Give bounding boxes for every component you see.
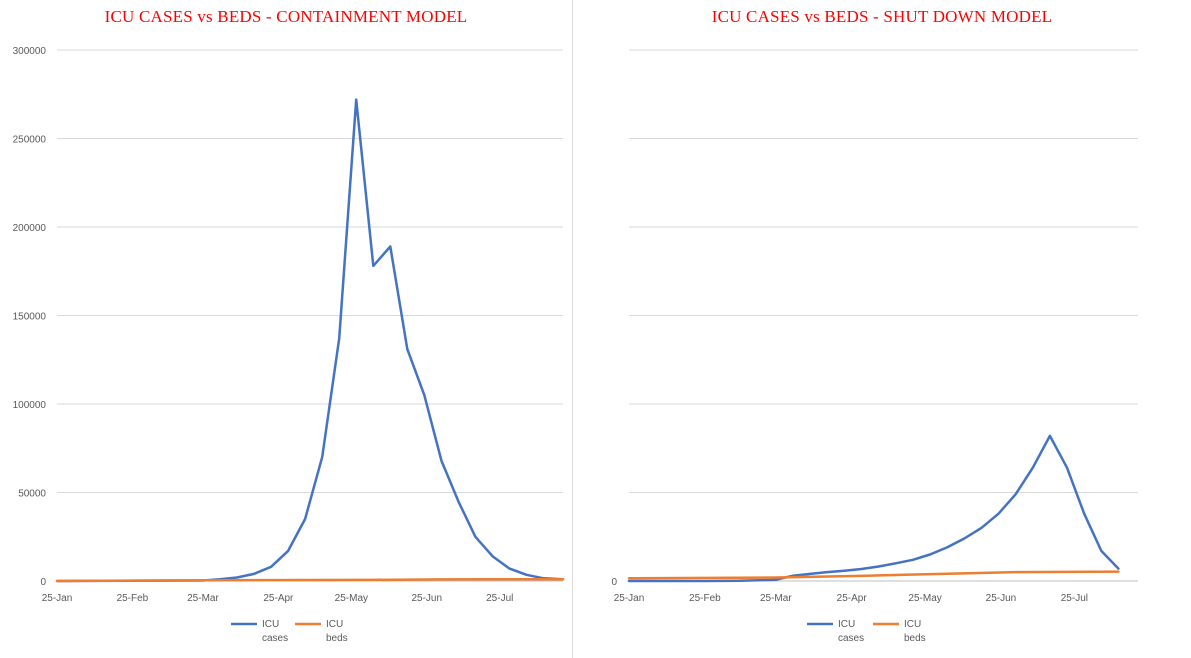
series-line-icu-beds — [55, 577, 565, 583]
legend-label: ICU — [326, 619, 343, 630]
legend-label: cases — [262, 633, 288, 644]
x-tick-label: 25-Mar — [187, 593, 219, 604]
x-tick-label: 25-Jan — [614, 593, 645, 604]
x-tick-label: 25-Apr — [837, 593, 868, 604]
legend-label: cases — [838, 633, 864, 644]
x-tick-label: 25-Mar — [760, 593, 792, 604]
series-line-icu-beds — [627, 570, 1120, 580]
y-tick-label: 100000 — [13, 400, 47, 411]
legend-label: ICU — [262, 619, 279, 630]
y-tick-label: 200000 — [13, 223, 47, 234]
shutdown-chart-panel: ICU CASES vs BEDS - SHUT DOWN MODEL 0 25-… — [573, 0, 1191, 658]
x-tick-label: 25-Jun — [986, 593, 1017, 604]
y-tick-label: 50000 — [18, 489, 46, 500]
x-tick-label: 25-Apr — [263, 593, 294, 604]
containment-chart-panel: ICU CASES vs BEDS - CONTAINMENT MODEL 0 5… — [0, 0, 573, 658]
y-tick-label: 0 — [40, 577, 46, 588]
containment-chart-plot: 0 50000 100000 150000 200000 250000 300000 25-J… — [13, 46, 565, 644]
y-tick-label: 150000 — [13, 312, 47, 323]
series-line-icu-cases — [55, 98, 565, 583]
x-tick-label: 25-Jul — [486, 593, 513, 604]
x-tick-label: 25-Jun — [411, 593, 442, 604]
chart-title: ICU CASES vs BEDS - CONTAINMENT MODEL — [104, 7, 468, 26]
x-tick-label: 25-May — [335, 593, 368, 604]
x-tick-label: 25-Feb — [689, 593, 721, 604]
y-tick-label: 300000 — [13, 46, 47, 57]
x-tick-label: 25-Feb — [117, 593, 149, 604]
chart-title: ICU CASES vs BEDS - SHUT DOWN MODEL — [711, 7, 1053, 26]
series-line-icu-cases — [627, 434, 1120, 583]
legend-label: ICU — [904, 619, 921, 630]
x-tick-label: 25-Jan — [42, 593, 73, 604]
y-tick-label: 250000 — [13, 135, 47, 146]
x-tick-label: 25-May — [908, 593, 941, 604]
x-tick-label: 25-Jul — [1061, 593, 1088, 604]
legend-label: beds — [904, 633, 926, 644]
legend-label: beds — [326, 633, 348, 644]
y-tick-label: 0 — [611, 577, 617, 588]
shutdown-chart-plot: 0 25-Jan 25-Feb 25-Mar 25-Apr 25-May 25-Jun 25-… — [611, 49, 1138, 644]
legend-label: ICU — [838, 619, 855, 630]
